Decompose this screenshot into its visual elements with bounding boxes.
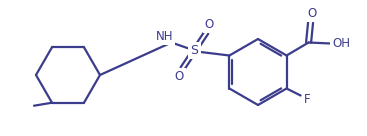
Text: O: O bbox=[175, 70, 184, 83]
Text: F: F bbox=[304, 93, 311, 106]
Text: S: S bbox=[190, 44, 199, 57]
Text: OH: OH bbox=[333, 37, 350, 50]
Text: O: O bbox=[205, 18, 214, 31]
Text: O: O bbox=[307, 7, 316, 20]
Text: NH: NH bbox=[156, 30, 173, 43]
